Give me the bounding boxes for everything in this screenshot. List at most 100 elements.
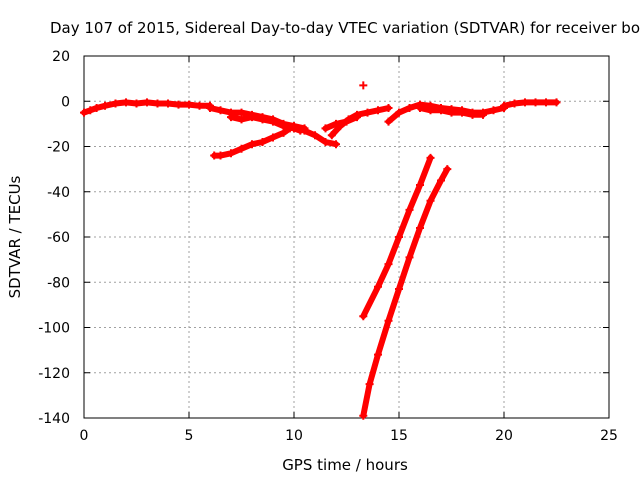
data-point: [426, 196, 435, 205]
data-point: [269, 133, 277, 142]
y-tick-label: 0: [61, 94, 70, 110]
data-point: [384, 316, 393, 325]
data-point: [279, 122, 288, 131]
data-point: [279, 128, 288, 137]
data-point: [321, 124, 330, 133]
data-point: [384, 260, 393, 269]
data-point: [132, 99, 141, 108]
data-point: [164, 99, 172, 108]
data-point: [269, 117, 277, 126]
data-point: [359, 411, 368, 420]
data-point: [479, 110, 487, 119]
y-tick-label: -20: [47, 140, 70, 156]
y-tick-label: -40: [47, 185, 70, 201]
x-axis-label: GPS time / hours: [282, 456, 408, 474]
data-point: [195, 101, 204, 110]
data-point: [426, 106, 435, 115]
y-tick-label: -80: [47, 275, 70, 291]
data-point: [227, 113, 235, 122]
x-tick-label: 15: [390, 428, 408, 444]
data-point: [101, 101, 109, 110]
data-point: [143, 98, 151, 107]
data-point: [248, 113, 256, 122]
data-point: [374, 106, 382, 115]
data-point: [359, 312, 368, 321]
data-point: [510, 99, 519, 108]
data-point: [365, 380, 374, 389]
x-tick-label: 10: [285, 428, 303, 444]
y-tick-label: 20: [52, 49, 70, 65]
data-point: [86, 106, 95, 115]
data-point: [374, 350, 382, 359]
data-point: [363, 108, 372, 117]
data-point: [468, 110, 477, 119]
data-point: [237, 108, 246, 117]
data-point: [332, 140, 340, 149]
chart-title: Day 107 of 2015, Sidereal Day-to-day VTE…: [50, 19, 640, 37]
data-point: [416, 104, 424, 113]
data-point: [342, 117, 351, 126]
data-point: [384, 104, 393, 113]
data-point: [332, 119, 340, 128]
series-track-steep-b: [360, 166, 451, 419]
data-point: [384, 117, 393, 126]
data-point: [552, 98, 561, 107]
x-tick-label: 0: [80, 428, 89, 444]
data-point: [216, 151, 225, 160]
y-tick-label: -60: [47, 230, 70, 246]
y-tick-label: -140: [38, 411, 70, 427]
x-tick-label: 5: [185, 428, 194, 444]
y-axis-label: SDTVAR / TECUs: [6, 175, 24, 298]
data-point: [227, 149, 235, 158]
data-point: [395, 108, 403, 117]
data-point: [248, 140, 256, 149]
x-tick-label: 20: [495, 428, 513, 444]
data-point: [327, 131, 336, 140]
data-point: [437, 106, 445, 115]
data-point: [258, 137, 267, 146]
data-point: [531, 98, 540, 107]
data-point: [300, 126, 309, 135]
data-point: [290, 122, 298, 131]
axis-ticks: 0 5 10 15 20 25 20 0 -20 -40 -60 -80 -100 -120 -140: [38, 49, 618, 444]
data-point: [153, 99, 162, 108]
data-point: [92, 104, 101, 113]
data-point: [489, 106, 498, 115]
data-point: [353, 113, 361, 122]
data-point: [237, 115, 246, 124]
data-point: [311, 131, 319, 140]
data-point: [405, 104, 414, 113]
series-track-recover-b: [322, 114, 360, 132]
data-point: [174, 100, 183, 109]
data-point: [437, 176, 445, 185]
data-point: [374, 282, 382, 291]
data-point: [216, 106, 225, 115]
data-point: [542, 98, 550, 107]
data-point: [447, 108, 456, 117]
data-point: [395, 285, 403, 294]
data-point: [405, 253, 414, 262]
data-point: [500, 101, 508, 110]
data-point: [426, 153, 435, 162]
y-tick-label: -120: [38, 366, 70, 382]
data-point: [122, 98, 130, 107]
data-point: [395, 233, 403, 241]
data-point: [443, 165, 452, 174]
data-point: [111, 99, 120, 108]
data-point: [80, 108, 88, 117]
data-point: [405, 205, 414, 214]
grid-lines: [84, 56, 609, 418]
data-point: [185, 100, 193, 109]
data-point: [458, 108, 466, 117]
data-point: [416, 180, 424, 189]
data-point: [258, 115, 267, 124]
y-tick-label: -100: [38, 321, 70, 337]
data-point: [206, 104, 214, 113]
data-point: [237, 144, 246, 153]
data-point: [416, 223, 424, 232]
data-series: [80, 81, 561, 420]
data-point: [521, 98, 529, 107]
data-point: [321, 137, 330, 146]
x-tick-label: 25: [600, 428, 618, 444]
